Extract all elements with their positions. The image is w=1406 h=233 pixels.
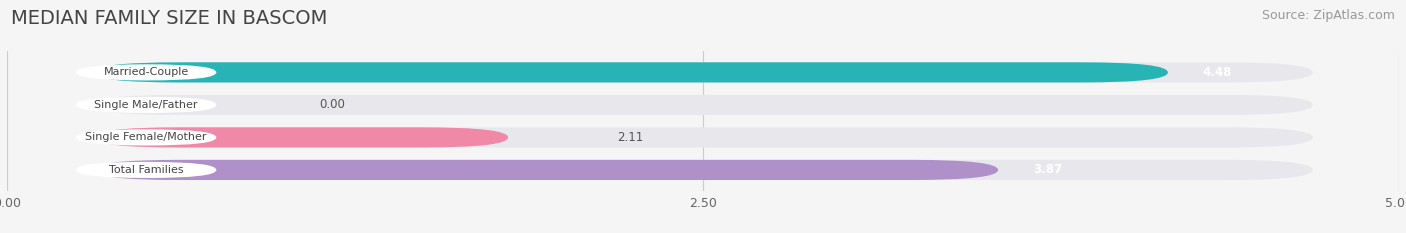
FancyBboxPatch shape [93,127,1313,147]
Text: MEDIAN FAMILY SIZE IN BASCOM: MEDIAN FAMILY SIZE IN BASCOM [11,9,328,28]
Text: Single Female/Mother: Single Female/Mother [86,132,207,142]
FancyBboxPatch shape [93,62,1313,82]
Text: 4.48: 4.48 [1202,66,1232,79]
FancyBboxPatch shape [93,95,1313,115]
FancyBboxPatch shape [93,62,1168,82]
Text: Single Male/Father: Single Male/Father [94,100,198,110]
Text: 3.87: 3.87 [1033,163,1062,176]
FancyBboxPatch shape [76,97,217,113]
FancyBboxPatch shape [76,64,217,80]
Text: Source: ZipAtlas.com: Source: ZipAtlas.com [1261,9,1395,22]
FancyBboxPatch shape [93,160,1313,180]
Text: 2.11: 2.11 [617,131,643,144]
Text: Total Families: Total Families [108,165,184,175]
FancyBboxPatch shape [93,127,508,147]
FancyBboxPatch shape [76,162,217,178]
Text: Married-Couple: Married-Couple [104,67,188,77]
FancyBboxPatch shape [93,160,998,180]
Text: 0.00: 0.00 [319,98,344,111]
FancyBboxPatch shape [76,129,217,145]
